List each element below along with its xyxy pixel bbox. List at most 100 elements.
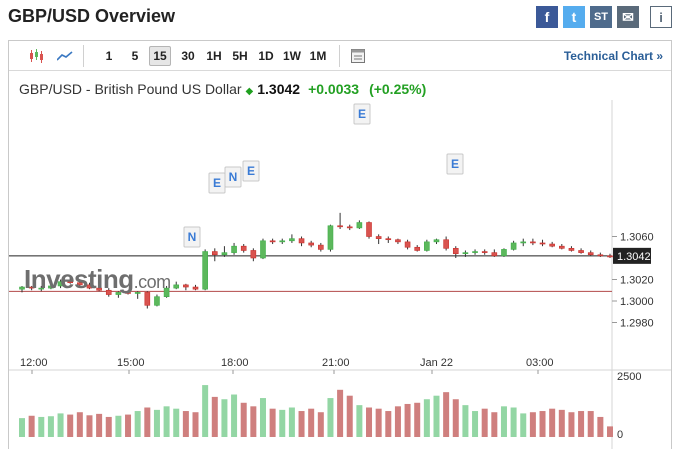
candle [578,248,584,254]
volume-bar [423,399,430,437]
candle [134,291,141,299]
candle [183,283,189,291]
timeframe-1M[interactable]: 1M [309,49,327,63]
candle [77,280,83,288]
candle [568,246,575,252]
volume-bar [414,402,421,437]
timeframe-1W[interactable]: 1W [283,49,301,63]
timeframe-30[interactable]: 30 [181,49,195,63]
candlestick-icon[interactable] [27,46,47,66]
volume-bar [173,408,180,437]
time-label: 18:00 [221,357,249,369]
current-price-label: 1.3042 [617,251,651,263]
candle-body [424,241,430,251]
candle-body [77,282,83,286]
candle-body [289,238,295,242]
event-marker[interactable]: E [353,103,371,125]
candle [105,288,112,297]
email-icon[interactable]: ✉ [617,6,639,28]
candle-body [539,242,546,245]
candle-body [298,238,305,244]
candle-body [28,286,35,289]
candle-body [250,250,257,259]
facebook-icon[interactable]: f [536,6,558,28]
candle [308,240,314,248]
event-marker[interactable]: E [242,160,260,182]
event-marker-box [242,160,260,182]
candle-body [19,286,25,290]
technical-chart-link[interactable]: Technical Chart » [563,49,663,63]
candle-body [38,287,45,290]
candle-body [86,284,93,289]
up-arrow-icon: ◆ [245,86,254,97]
twitter-icon[interactable]: t [563,6,585,28]
candle [231,242,237,255]
volume-bar [105,416,112,437]
timeframe-5[interactable]: 5 [131,49,139,63]
candle-body [452,248,459,254]
time-label: 12:00 [20,357,48,369]
event-marker-label: N [188,230,197,244]
candle-body [192,286,199,290]
volume-bar [57,413,64,437]
candle [539,239,546,247]
candle [462,250,469,257]
timeframe-1[interactable]: 1 [105,49,113,63]
current-price-badge [613,247,651,264]
candle-body [404,241,411,248]
candle-body [443,239,449,249]
candle [530,238,536,246]
candle [337,212,343,229]
candle [67,277,73,284]
timeframe-15[interactable]: 15 [149,46,171,66]
candle [385,236,392,243]
volume-bar [491,412,498,437]
event-marker[interactable]: E [446,153,464,175]
volume-bar [375,408,382,437]
info-icon[interactable]: i [650,6,672,28]
event-marker[interactable]: N [183,226,201,248]
volume-bar [587,411,594,437]
volume-bar [394,406,401,437]
volume-bar [134,411,141,437]
candle-body [375,236,382,239]
candle [549,241,555,248]
volume-bar [240,402,247,437]
candle-body [144,292,151,306]
volume-bar [327,398,334,437]
event-marker-label: E [247,164,255,178]
line-chart-icon[interactable] [55,46,75,66]
candle-body [134,292,141,294]
volume-bar [578,411,585,437]
volume-tick-label: 0 [617,429,623,441]
volume-bar [182,411,189,437]
candle-body [578,250,584,253]
candle [289,234,295,243]
volume-bar [308,408,315,437]
volume-bar [356,405,363,437]
timeframe-1H[interactable]: 1H [206,49,222,63]
candle-body [125,292,131,294]
candle-body [607,255,613,258]
event-marker[interactable]: N [224,166,242,188]
candle [443,236,449,251]
candle [202,249,208,291]
candle [587,250,594,256]
event-marker-box [353,103,371,125]
time-label: 03:00 [526,357,554,369]
timeframe-5H[interactable]: 5H [232,49,248,63]
candle-body [96,287,102,291]
candle-body [231,245,237,253]
candle [115,291,122,298]
chart-settings-icon[interactable] [347,46,369,66]
volume-bar [597,416,604,437]
stocktwits-icon[interactable]: ST [590,6,612,28]
event-marker-box [224,166,242,188]
candle [356,220,363,229]
timeframe-1D[interactable]: 1D [258,49,274,63]
candle [559,244,565,250]
event-marker[interactable]: E [208,172,226,194]
candle [144,291,151,309]
event-marker-label: N [229,170,238,184]
